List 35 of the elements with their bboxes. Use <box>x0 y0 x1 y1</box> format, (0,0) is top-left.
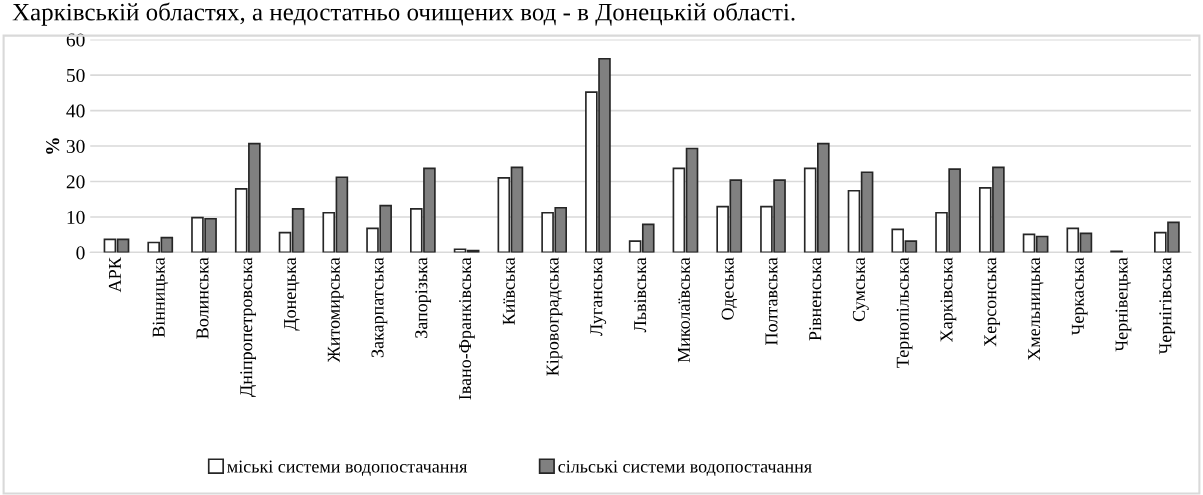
y-tick-label: 30 <box>66 139 85 153</box>
y-axis-title: % <box>46 138 60 154</box>
x-tick-label: Житомирська <box>327 257 344 363</box>
x-tick-label: Закарпатська <box>371 257 388 358</box>
y-tick-label: 50 <box>67 68 85 83</box>
x-tick-label: Івано-Франківська <box>459 257 475 400</box>
y-tick-label: 40 <box>66 104 85 118</box>
x-tick-label: Запорізька <box>415 257 432 338</box>
x-tick-label: Київська <box>502 257 515 325</box>
x-tick-label: АРК <box>108 257 121 293</box>
x-tick-label: Сумська <box>852 257 869 322</box>
y-tick-label: 10 <box>67 210 85 224</box>
x-tick-label: Миколаївська <box>677 257 690 363</box>
x-tick-label: Волинська <box>196 257 209 339</box>
x-tick-label: Черкаська <box>1071 257 1088 336</box>
y-tick-label: 20 <box>66 175 85 189</box>
x-tick-label: Полтавська <box>765 257 778 345</box>
x-tick-label: Луганська <box>590 257 607 336</box>
x-tick-label: Чернігівська <box>1159 257 1176 355</box>
x-tick-label: Одеська <box>721 257 738 320</box>
x-tick-label: Кіровоградська <box>546 257 563 376</box>
legend-label: сільські системи водопостачання <box>558 460 812 476</box>
text: Харківській областях, а недостатньо очищених вод - в Донецькій області. <box>12 2 795 26</box>
x-tick-label: Рівненська <box>809 257 822 341</box>
x-tick-label: Хмельницька <box>1028 257 1044 361</box>
x-tick-label: Харківська <box>940 257 957 342</box>
x-tick-label: Львівська <box>634 257 647 333</box>
x-tick-label: Чернівецька <box>1115 257 1132 352</box>
x-tick-label: Тернопільська <box>896 257 913 368</box>
legend-label: міські системи водопостачання <box>227 460 468 476</box>
x-tick-label: Донецька <box>284 257 300 331</box>
x-tick-label: Херсонська <box>984 257 1001 347</box>
x-tick-label: Вінницька <box>152 257 169 338</box>
y-tick-label: 0 <box>76 246 85 260</box>
x-tick-label: Дніпропетровська <box>240 257 256 397</box>
